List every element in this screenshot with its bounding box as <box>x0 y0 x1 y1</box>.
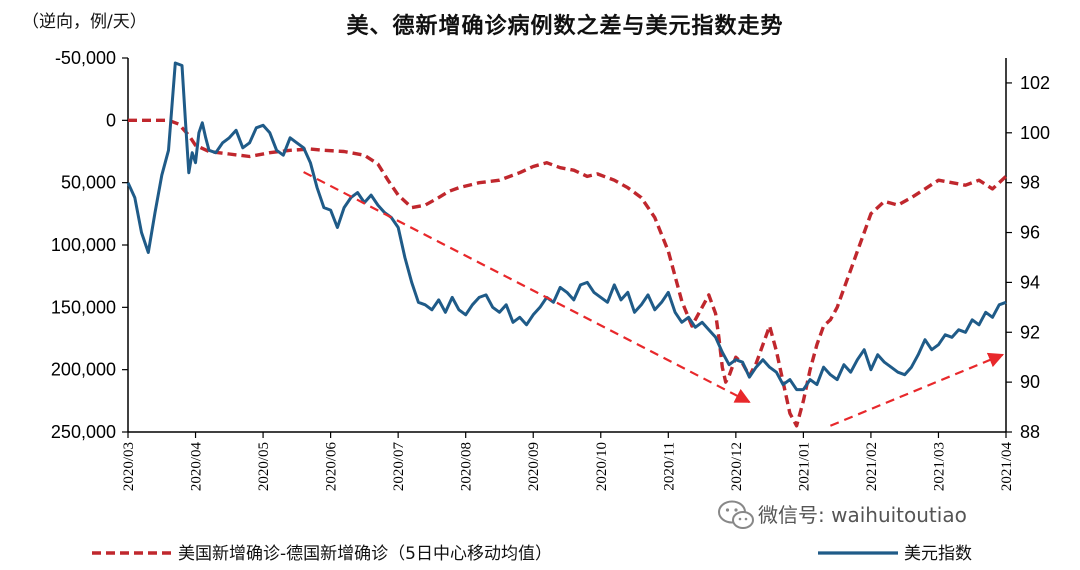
annotation-layer <box>303 171 1005 427</box>
chart-title: 美、德新增确诊病例数之差与美元指数走势 <box>346 13 783 39</box>
x-tick-label: 2021/03 <box>931 442 947 491</box>
y-left-tick-label: -50,000 <box>55 48 116 68</box>
y-right-tick-label: 94 <box>1020 272 1040 292</box>
y-left-tick-label: 50,000 <box>61 173 116 193</box>
y-left-tick-label: 250,000 <box>51 422 116 442</box>
x-tick-label: 2020/11 <box>661 442 677 491</box>
watermark-text: 微信号: waihuitoutiao <box>758 503 967 527</box>
y-right-tick-label: 100 <box>1020 123 1050 143</box>
watermark: 微信号: waihuitoutiao <box>718 500 967 529</box>
wechat-icon <box>718 500 754 529</box>
y-right-tick-label: 92 <box>1020 322 1040 342</box>
y-right-tick-label: 102 <box>1020 73 1050 93</box>
x-tick-label: 2020/04 <box>189 442 205 492</box>
legend-label-usd-index: 美元指数 <box>904 544 972 564</box>
x-tick-label: 2020/06 <box>324 442 340 492</box>
y-right-ticks: 88 90 92 94 96 98 100 102 <box>1006 73 1050 442</box>
x-tick-label: 2020/09 <box>526 442 542 491</box>
y-left-ticks: -50,000 0 50,000 100,000 150,000 200,000 250,0… <box>51 48 128 442</box>
y-right-tick-label: 98 <box>1020 173 1040 193</box>
y-left-tick-label: 100,000 <box>51 235 116 255</box>
y-right-tick-label: 90 <box>1020 372 1040 392</box>
x-tick-label: 2020/12 <box>729 442 745 491</box>
y-left-axis-label: （逆向，例/天） <box>22 12 147 32</box>
x-tick-label: 2020/08 <box>459 442 475 491</box>
y-left-tick-label: 150,000 <box>51 297 116 317</box>
legend-label-us-germany-diff: 美国新增确诊-德国新增确诊（5日中心移动均值） <box>178 544 552 564</box>
y-left-tick-label: 200,000 <box>51 360 116 380</box>
x-tick-label: 2021/04 <box>999 442 1015 492</box>
series-layer <box>126 61 1008 428</box>
x-tick-label: 2020/10 <box>594 442 610 491</box>
x-ticks: 2020/03 2020/04 2020/05 2020/06 2020/07 2020/… <box>121 432 1015 491</box>
series-us-germany-diff-line <box>128 118 1008 428</box>
x-tick-label: 2021/02 <box>864 442 880 491</box>
x-tick-label: 2021/01 <box>796 442 812 491</box>
trend-arrow-up <box>829 352 1005 427</box>
trend-arrow-down <box>303 171 751 404</box>
x-tick-label: 2020/03 <box>121 442 137 491</box>
legend: 美国新增确诊-德国新增确诊（5日中心移动均值） 美元指数 <box>92 544 972 564</box>
y-left-tick-label: 0 <box>106 110 116 130</box>
x-tick-label: 2020/07 <box>391 442 407 492</box>
x-tick-label: 2020/05 <box>256 442 272 491</box>
series-usd-index-line <box>126 61 1007 392</box>
plot-frame <box>127 58 1007 433</box>
y-right-tick-label: 88 <box>1020 422 1040 442</box>
y-right-tick-label: 96 <box>1020 223 1040 243</box>
